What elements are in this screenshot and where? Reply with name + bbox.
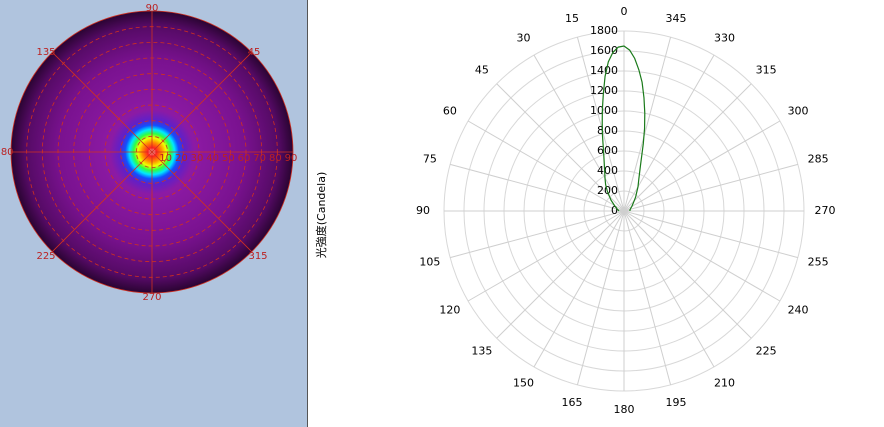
heatmap-angle-label: 135 xyxy=(36,47,55,58)
grid-spoke xyxy=(450,163,625,212)
angle-tick-label: 210 xyxy=(714,376,735,389)
radial-tick-label: 1800 xyxy=(590,24,618,37)
heatmap-radius-label: 80 xyxy=(269,153,282,164)
radial-tick-label: 400 xyxy=(597,164,618,177)
angle-tick-label: 270 xyxy=(815,204,836,217)
heatmap-radius-label: 30 xyxy=(191,153,204,164)
grid-spoke xyxy=(623,210,672,385)
heatmap-radius-label: 20 xyxy=(175,153,188,164)
radial-tick-label: 1400 xyxy=(590,64,618,77)
heatmap-radius-label: 40 xyxy=(206,153,219,164)
angle-tick-label: 105 xyxy=(419,256,440,269)
angle-tick-label: 30 xyxy=(517,32,531,45)
angle-tick-label: 15 xyxy=(565,12,579,25)
angle-tick-label: 345 xyxy=(666,12,687,25)
grid-spoke xyxy=(623,120,781,212)
heatmap-angle-label: 270 xyxy=(142,292,161,303)
polar-chart: 0 15 30 45 60 75 90 105 120 135 150 165 180 195 210 225… xyxy=(416,5,836,416)
intensity-curve xyxy=(601,45,646,212)
angle-tick-label: 240 xyxy=(788,304,809,317)
angle-tick-label: 330 xyxy=(714,32,735,45)
heatmap-angle-label: 45 xyxy=(248,47,261,58)
grid-spoke xyxy=(623,210,752,339)
heatmap-spoke xyxy=(52,52,252,252)
grid-spoke xyxy=(496,210,625,339)
heatmap-radius-label: 90 xyxy=(285,153,298,164)
heatmap-radius-label: 10 xyxy=(159,153,172,164)
grid-spoke xyxy=(623,210,781,302)
grid-spoke xyxy=(623,210,715,368)
grid-spoke xyxy=(623,163,798,212)
angle-tick-label: 60 xyxy=(443,105,457,118)
angle-tick-label: 315 xyxy=(756,63,777,76)
heatmap-radius-label: 50 xyxy=(222,153,235,164)
grid-spoke xyxy=(496,83,625,212)
grid-spoke xyxy=(623,210,798,259)
radial-tick-label: 0 xyxy=(611,204,618,217)
grid-spoke xyxy=(576,37,625,212)
grid-spoke xyxy=(623,83,752,212)
heatmap-panel: 9045135180225270315102030405060708090 xyxy=(0,0,307,427)
angle-tick-label: 0 xyxy=(621,5,628,18)
angle-tick-label: 120 xyxy=(439,304,460,317)
grid-spoke xyxy=(576,210,625,385)
angle-tick-label: 135 xyxy=(471,345,492,358)
grid-spoke xyxy=(533,54,625,212)
grid-spoke xyxy=(623,37,672,212)
angle-tick-label: 180 xyxy=(614,403,635,416)
angle-tick-label: 195 xyxy=(666,396,687,409)
angle-tick-label: 225 xyxy=(756,345,777,358)
angle-tick-label: 45 xyxy=(475,63,489,76)
grid-spoke xyxy=(623,54,715,212)
heatmap-radius-label: 70 xyxy=(253,153,266,164)
angle-tick-label: 150 xyxy=(513,376,534,389)
heatmap-angle-label: 180 xyxy=(0,147,14,158)
heatmap-angle-label: 315 xyxy=(248,251,267,262)
angle-tick-label: 285 xyxy=(808,152,829,165)
radial-tick-label: 800 xyxy=(597,124,618,137)
chart-background xyxy=(308,0,884,427)
angle-tick-label: 255 xyxy=(808,256,829,269)
grid-spoke xyxy=(450,210,625,259)
radial-tick-label: 1600 xyxy=(590,44,618,57)
grid-spoke xyxy=(467,210,625,302)
radial-tick-label: 1000 xyxy=(590,104,618,117)
radial-tick-label: 600 xyxy=(597,144,618,157)
heatmap-angle-label: 90 xyxy=(146,3,159,14)
angle-tick-label: 75 xyxy=(423,152,437,165)
y-axis-label: 光強度(Candela) xyxy=(314,172,328,259)
grid-spoke xyxy=(533,210,625,368)
angle-tick-label: 300 xyxy=(788,105,809,118)
angle-tick-label: 90 xyxy=(416,204,430,217)
heatmap-radius-label: 60 xyxy=(238,153,251,164)
grid-spoke xyxy=(467,120,625,212)
heatmap-angle-label: 225 xyxy=(36,251,55,262)
angle-tick-label: 165 xyxy=(561,396,582,409)
